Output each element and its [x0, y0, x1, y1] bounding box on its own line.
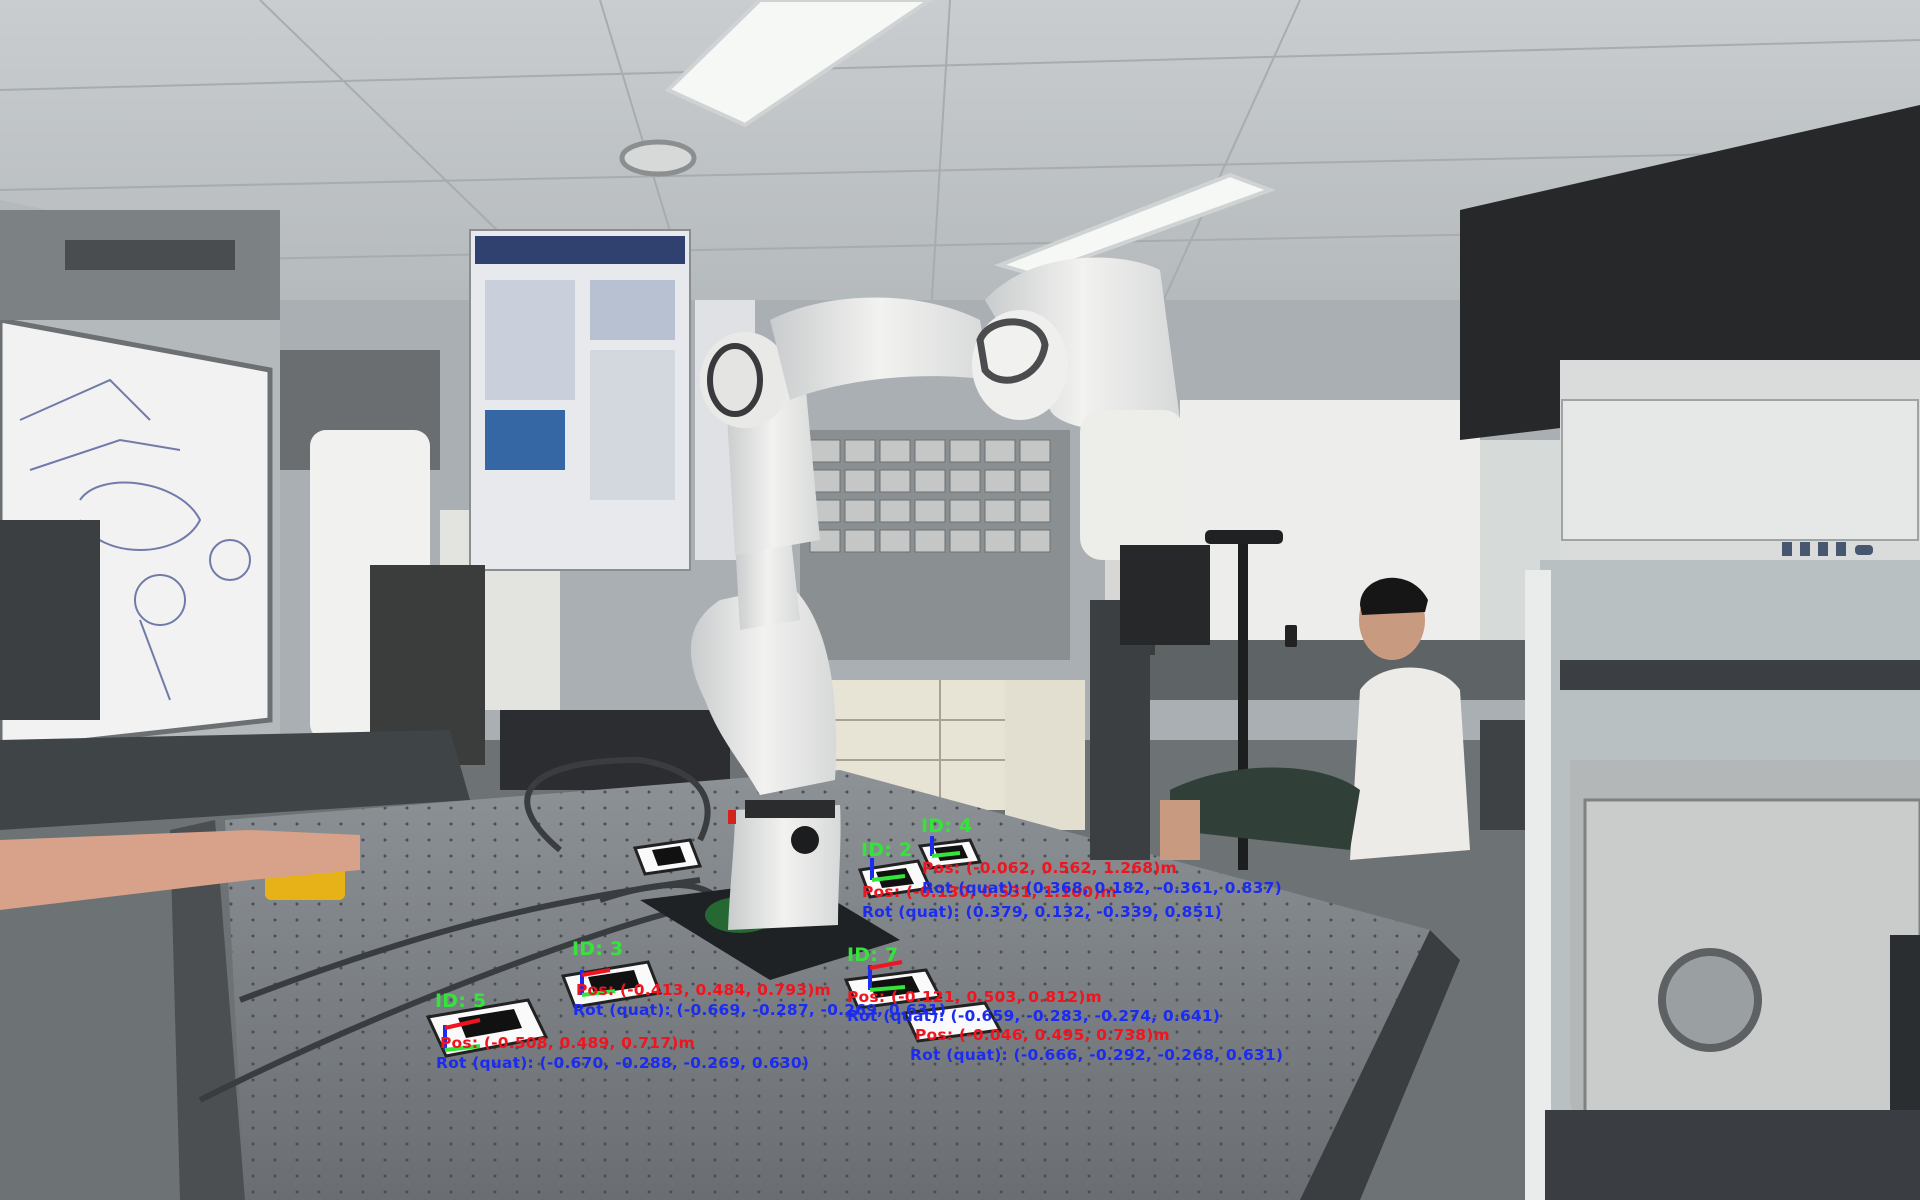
marker-7-id-label: ID: 7 — [847, 944, 899, 966]
marker-3-rot-label: Rot (quat): (-0.669, -0.287, -0.269, 0.6… — [573, 1001, 947, 1019]
marker-7-pos-label: Pos: (-0.121, 0.503, 0.812)m — [847, 988, 1102, 1006]
marker-2-pos-label: Pos: (-0.130, 0.531, 1.100)m — [862, 883, 1117, 901]
marker-5-id-label: ID: 5 — [435, 990, 487, 1012]
marker-4-pos-label: Pos: (-0.062, 0.562, 1.268)m — [922, 859, 1177, 877]
marker-4-id-label: ID: 4 — [921, 815, 973, 837]
marker-3-pos-label: Pos: (-0.413, 0.484, 0.793)m — [576, 981, 831, 999]
marker-5-rot-label: Rot (quat): (-0.670, -0.288, -0.269, 0.6… — [436, 1054, 810, 1072]
marker-5-pos-label: Pos: (-0.508, 0.489, 0.717)m — [440, 1034, 695, 1052]
marker-2-rot-label: Rot (quat): (0.379, 0.132, -0.339, 0.851… — [862, 903, 1222, 921]
marker-7-rot-label: Rot (quat): (-0.659, -0.283, -0.274, 0.6… — [847, 1007, 1221, 1025]
marker-6-rot-label: Rot (quat): (-0.666, -0.292, -0.268, 0.6… — [910, 1046, 1284, 1064]
marker-2-id-label: ID: 2 — [861, 839, 913, 861]
pose-axes — [443, 836, 961, 1052]
aruco-markers — [425, 838, 1003, 1058]
marker-6-pos-label: Pos: (-0.046, 0.495, 0.738)m — [915, 1026, 1170, 1044]
marker-4-rot-label: Rot (quat): (0.368, 0.182, -0.361, 0.837… — [922, 879, 1282, 897]
robot-arm — [690, 257, 1185, 930]
marker-3-id-label: ID: 3 — [572, 938, 624, 960]
